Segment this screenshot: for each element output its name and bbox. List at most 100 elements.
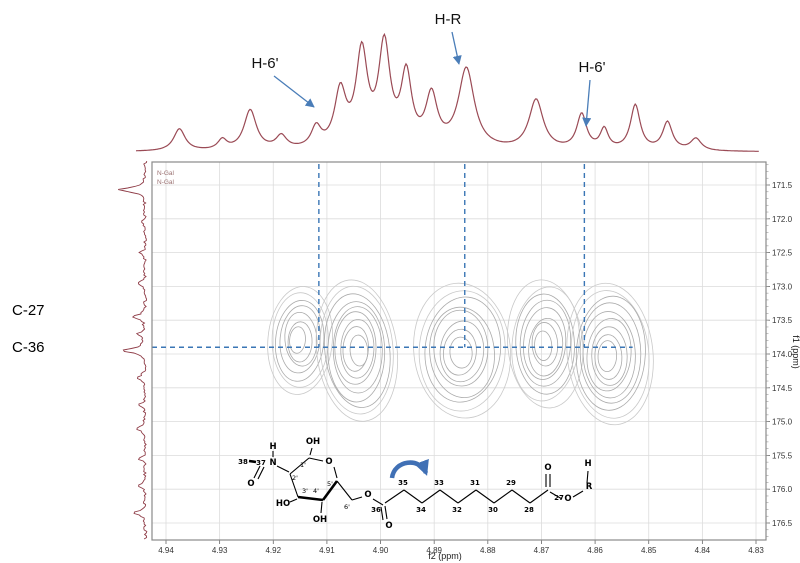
bond xyxy=(572,490,584,498)
y-tick-label: 175.0 xyxy=(772,418,793,427)
bond xyxy=(421,489,441,504)
x-tick-label: 4.92 xyxy=(265,546,281,555)
atom-label-n: N xyxy=(269,458,276,468)
bond xyxy=(289,473,299,498)
y-tick-label: 174.0 xyxy=(772,350,793,359)
x-tick-label: 4.93 xyxy=(212,546,228,555)
contour-ring xyxy=(591,326,628,386)
atom-label-c32: 32 xyxy=(452,506,462,514)
contour-ring xyxy=(424,296,502,403)
contour-ring xyxy=(287,321,313,363)
contour-ring xyxy=(594,334,623,380)
contour-ring xyxy=(443,328,477,376)
bond xyxy=(493,489,513,504)
x-tick-label: 4.85 xyxy=(641,546,657,555)
x-tick-label: 4.89 xyxy=(426,546,442,555)
correlation-dashed-lines xyxy=(152,164,633,348)
bond xyxy=(529,489,549,504)
contour-ring xyxy=(340,319,375,379)
contour-ring xyxy=(570,290,650,419)
bond xyxy=(351,496,363,501)
annotation-hr: H-R xyxy=(435,11,462,28)
bond xyxy=(384,489,405,504)
atom-label-c28: 28 xyxy=(524,506,534,514)
x-tick-label: 4.90 xyxy=(373,546,389,555)
bond xyxy=(380,506,384,521)
y-tick-label: 175.5 xyxy=(772,451,793,460)
atom-label-c27_o: O xyxy=(544,463,551,473)
bond xyxy=(403,489,423,504)
atom-label-ring_o: O xyxy=(325,457,332,467)
atom-label-c37: 37 xyxy=(256,459,266,467)
inset-label-ngal-1: N-Gal xyxy=(157,170,175,177)
contour-ring xyxy=(319,285,394,415)
contour-ring xyxy=(528,317,564,377)
annotation-arrow-h6-right-icon xyxy=(582,79,592,127)
plot-frame xyxy=(151,161,767,541)
rotation-arrow-icon xyxy=(389,458,429,479)
x-tick-label: 4.94 xyxy=(158,546,174,555)
y-tick-label: 176.5 xyxy=(772,519,793,528)
atom-label-pos_6: 6' xyxy=(344,503,350,511)
carbon-1d-trace xyxy=(118,160,148,540)
x-tick-label: 4.87 xyxy=(534,546,550,555)
y-tick-label: 176.0 xyxy=(772,485,793,494)
atom-label-pos_5: 5' xyxy=(327,480,333,488)
bond xyxy=(511,489,531,504)
atom-label-nh: H xyxy=(269,442,276,452)
annotation-h6-right: H-6' xyxy=(578,59,605,76)
atom-label-pos_3: 3' xyxy=(302,487,308,495)
contour-ring xyxy=(575,295,646,411)
bond xyxy=(308,457,324,462)
contour-ring xyxy=(523,307,567,380)
bond xyxy=(457,489,477,504)
contour-ring xyxy=(586,318,632,392)
1d-traces: C-27 C-36 xyxy=(12,32,759,540)
annotation-c-36: C-36 xyxy=(12,339,45,356)
atom-label-acetyl_o: O xyxy=(247,479,254,489)
atom-label-c29: 29 xyxy=(506,479,516,487)
atom-label-c30: 30 xyxy=(488,506,498,514)
atom-label-ho_3: HO xyxy=(276,499,290,509)
contour-ring xyxy=(579,302,642,404)
atom-label-ester_o_27: O xyxy=(564,494,571,504)
atom-label-c31: 31 xyxy=(470,479,480,487)
grid xyxy=(152,162,766,540)
bond xyxy=(320,501,323,514)
y-tick-label: 171.5 xyxy=(772,181,793,190)
bond xyxy=(248,459,257,464)
bond xyxy=(475,489,495,504)
atom-label-ester_o_6: O xyxy=(364,490,371,500)
atom-label-c36_o: O xyxy=(385,521,392,531)
contour-ring xyxy=(439,320,485,383)
atom-label-r_h: H xyxy=(584,459,591,469)
contour-ring xyxy=(289,326,306,354)
y-tick-label: 174.5 xyxy=(772,384,793,393)
bond xyxy=(549,491,563,500)
contour-ring xyxy=(429,306,495,399)
contour-ring xyxy=(315,279,399,422)
atom-label-c35: 35 xyxy=(398,479,408,487)
x-tick-label: 4.83 xyxy=(748,546,764,555)
annotation-c-27: C-27 xyxy=(12,302,45,319)
atom-label-r: R xyxy=(586,482,593,492)
y-axis-title: f1 (ppm) xyxy=(791,335,800,369)
contour-ring xyxy=(566,282,654,426)
contour-ring xyxy=(274,300,325,382)
x-tick-label: 4.88 xyxy=(480,546,496,555)
contour-ring xyxy=(332,306,383,394)
axes: 4.94 4.93 4.92 4.91 4.90 4.89 4.88 4.87 4.86 4.85… xyxy=(158,164,793,555)
contour-ring xyxy=(597,340,618,373)
atom-label-oh_4: OH xyxy=(313,515,327,525)
annotation-h6-left: H-6' xyxy=(251,55,278,72)
atom-label-pos_4: 4' xyxy=(313,487,319,495)
contour-ring xyxy=(284,311,318,367)
contour-ring xyxy=(582,311,636,399)
atom-label-pos_2: 2' xyxy=(292,474,298,482)
contour-ring xyxy=(534,330,553,361)
bond xyxy=(321,480,339,501)
contour-ring xyxy=(519,299,572,387)
y-tick-label: 173.0 xyxy=(772,282,793,291)
bond xyxy=(336,480,353,501)
